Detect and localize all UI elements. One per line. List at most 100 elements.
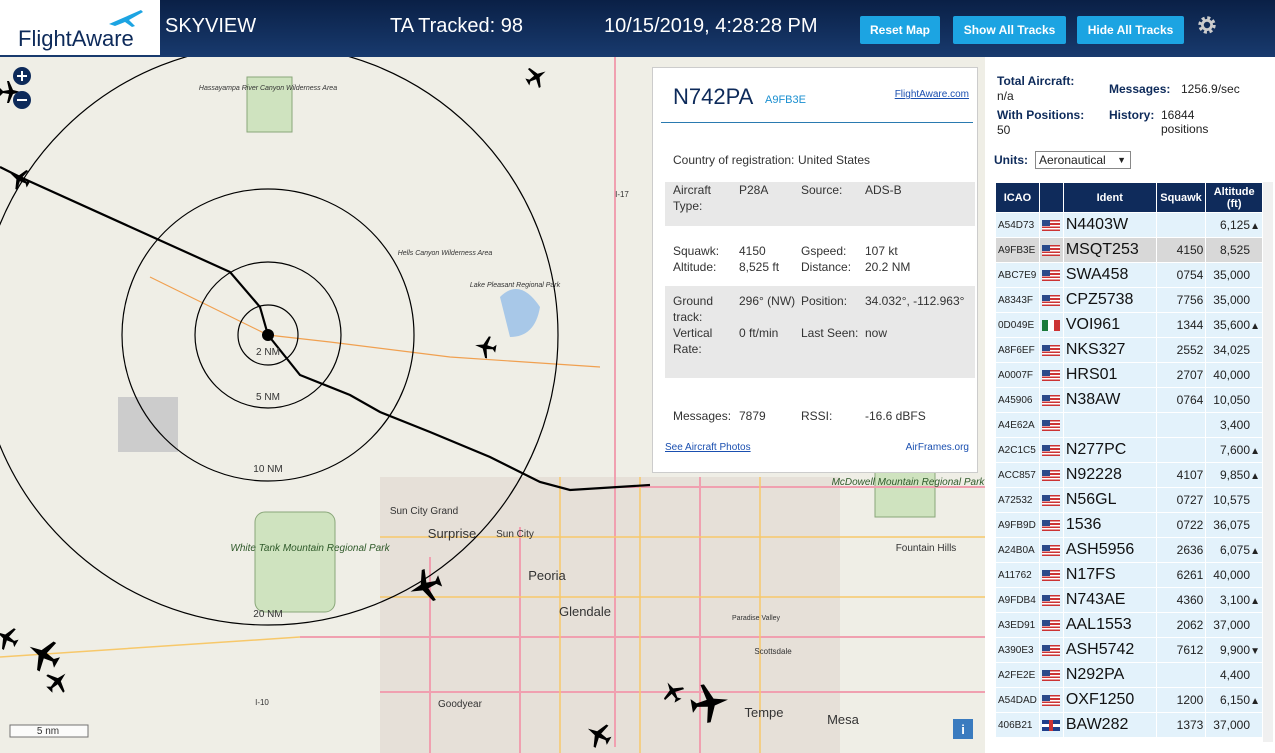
aircraft-row[interactable]: A54DAD OXF1250 1200 6,150▲	[995, 687, 1263, 713]
icao: A11762	[995, 562, 1040, 588]
ident: BAW282	[1065, 716, 1129, 733]
ident-cell: ASH5956	[1062, 537, 1157, 563]
aircraft-row[interactable]: A3ED91 AAL1553 2062 37,000	[995, 612, 1263, 638]
field-value: -16.6 dBFS	[865, 409, 926, 423]
ring-label: 20 NM	[253, 609, 282, 620]
reset-map-button[interactable]: Reset Map	[860, 16, 940, 44]
icao: A9FB9D	[995, 512, 1040, 538]
ident-cell: N38AW	[1062, 387, 1157, 413]
stat-value: 50	[997, 123, 1011, 137]
stat-label: With Positions:	[997, 108, 1085, 122]
icao: A0007F	[995, 362, 1040, 388]
squawk-cell	[1155, 662, 1207, 688]
aircraft-row[interactable]: A2C1C5 N277PC 7,600▲	[995, 437, 1263, 463]
aircraft-row[interactable]: A4E62A 3,400	[995, 412, 1263, 438]
ident: NKS327	[1065, 341, 1126, 358]
flightaware-link[interactable]: FlightAware.com	[894, 89, 969, 100]
ident-cell: CPZ5738	[1062, 287, 1157, 313]
field-value: ADS-B	[865, 183, 902, 197]
altitude: 34,025	[1213, 343, 1250, 357]
aircraft-row[interactable]: A54D73 N4403W 6,125▲	[995, 212, 1263, 238]
aircraft-row[interactable]: ACC857 N92228 4107 9,850▲	[995, 462, 1263, 488]
show-tracks-button[interactable]: Show All Tracks	[953, 16, 1066, 44]
squawk-cell	[1155, 412, 1207, 438]
altitude-cell: 8,525	[1205, 237, 1263, 263]
altitude-cell: 36,075	[1205, 512, 1263, 538]
squawk: 1200	[1176, 693, 1204, 707]
ident-cell: N743AE	[1062, 587, 1157, 613]
settings-button[interactable]	[1196, 14, 1218, 36]
squawk: 7612	[1176, 643, 1204, 657]
airframes-link[interactable]: AirFrames.org	[905, 442, 969, 453]
column-header[interactable]: ICAO	[995, 182, 1040, 213]
altitude-cell: 9,900▼	[1205, 637, 1263, 663]
ident: ASH5956	[1065, 541, 1135, 558]
ring-label: 2 NM	[256, 347, 280, 358]
flag	[1041, 519, 1060, 531]
info-button[interactable]	[953, 719, 973, 739]
ident: N4403W	[1065, 216, 1129, 233]
aircraft-row[interactable]: A9FDB4 N743AE 4360 3,100▲	[995, 587, 1263, 613]
altitude-cell: 35,000	[1205, 287, 1263, 313]
altitude: 35,000	[1213, 268, 1250, 282]
flag	[1041, 319, 1060, 331]
map-label: Surprise	[428, 526, 476, 541]
aircraft-row[interactable]: A8343F CPZ5738 7756 35,000	[995, 287, 1263, 313]
field-value: 0 ft/min	[739, 326, 779, 340]
hex: A9FB3E	[765, 94, 806, 106]
altitude: 7,600	[1219, 443, 1250, 457]
ident-cell: NKS327	[1062, 337, 1157, 363]
ident: HRS01	[1065, 366, 1118, 383]
map-label: Sun City Grand	[390, 506, 458, 517]
flag-cell	[1038, 487, 1064, 513]
aircraft-row[interactable]: A8F6EF NKS327 2552 34,025	[995, 337, 1263, 363]
altitude: 6,150	[1219, 693, 1250, 707]
icao: A8F6EF	[995, 337, 1040, 363]
flag	[1041, 444, 1060, 456]
icao: A2C1C5	[995, 437, 1040, 463]
logo-plane	[109, 10, 143, 27]
field-label: Aircraft Type:	[673, 183, 712, 213]
map-label: I-17	[615, 190, 629, 199]
aircraft-row[interactable]: A0007F HRS01 2707 40,000	[995, 362, 1263, 388]
altitude-cell: 7,600▲	[1205, 437, 1263, 463]
squawk: 4107	[1176, 468, 1204, 482]
field-label: Ground track:	[673, 294, 714, 324]
aircraft-row[interactable]: ABC7E9 SWA458 0754 35,000	[995, 262, 1263, 288]
flag-cell	[1038, 212, 1064, 238]
aircraft-row[interactable]: A72532 N56GL 0727 10,575	[995, 487, 1263, 513]
squawk-cell	[1155, 212, 1207, 238]
flag	[1041, 244, 1060, 256]
altitude-cell: 10,575	[1205, 487, 1263, 513]
ident: N277PC	[1065, 441, 1127, 458]
photos-link[interactable]: See Aircraft Photos	[665, 442, 751, 453]
squawk-cell: 1200	[1155, 687, 1207, 713]
hide-tracks-button[interactable]: Hide All Tracks	[1077, 16, 1184, 44]
icao: A72532	[995, 487, 1040, 513]
ident-cell: ASH5742	[1062, 637, 1157, 663]
ring-label: 10 NM	[253, 464, 282, 475]
altitude-cell: 37,000	[1205, 712, 1263, 738]
column-header[interactable]: Ident	[1062, 182, 1157, 213]
aircraft-row[interactable]: 0D049E VOI961 1344 35,600▲	[995, 312, 1263, 338]
logo[interactable]: FlightAware	[0, 0, 160, 55]
aircraft-row[interactable]: A45906 N38AW 0764 10,050	[995, 387, 1263, 413]
aircraft-row[interactable]: A2FE2E N292PA 4,400	[995, 662, 1263, 688]
aircraft-row[interactable]: A24B0A ASH5956 2636 6,075▲	[995, 537, 1263, 563]
column-header[interactable]: Altitude (ft)	[1205, 182, 1263, 213]
aircraft-row[interactable]: 406B21 BAW282 1373 37,000	[995, 712, 1263, 738]
aircraft-row[interactable]: A11762 N17FS 6261 40,000	[995, 562, 1263, 588]
field-label: Source:	[801, 183, 843, 197]
field-value: 296° (NW)	[739, 294, 796, 308]
field-label: Messages:	[673, 409, 732, 423]
squawk-cell: 1373	[1155, 712, 1207, 738]
units-select[interactable]: Aeronautical ▼	[1035, 151, 1131, 169]
aircraft-row[interactable]: A9FB3E MSQT253 4150 8,525	[995, 237, 1263, 263]
aircraft-row[interactable]: A390E3 ASH5742 7612 9,900▼	[995, 637, 1263, 663]
aircraft-row[interactable]: A9FB9D 1536 0722 36,075	[995, 512, 1263, 538]
column-header[interactable]: Squawk	[1155, 182, 1207, 213]
flag-cell	[1038, 337, 1064, 363]
registration: N742PA	[673, 84, 754, 109]
ring-label: 5 NM	[256, 392, 280, 403]
altitude: 6,075	[1219, 543, 1250, 557]
